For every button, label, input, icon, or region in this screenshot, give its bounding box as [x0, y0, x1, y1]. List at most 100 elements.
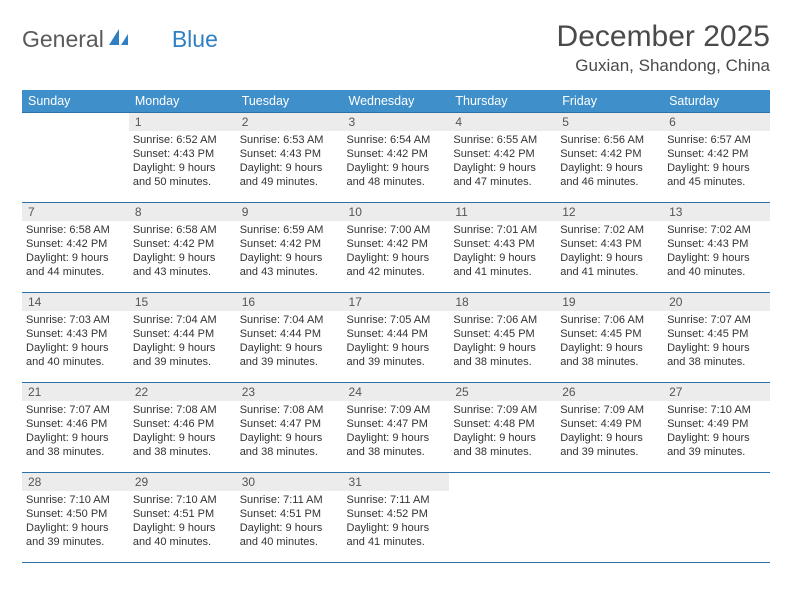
daylight-text: Daylight: 9 hours and 45 minutes.	[667, 162, 750, 188]
day-number: 10	[343, 203, 450, 221]
sunset-text: Sunset: 4:42 PM	[133, 238, 214, 250]
calendar-body: 1Sunrise: 6:52 AMSunset: 4:43 PMDaylight…	[22, 113, 770, 563]
calendar-day-cell: 23Sunrise: 7:08 AMSunset: 4:47 PMDayligh…	[236, 383, 343, 473]
daylight-text: Daylight: 9 hours and 39 minutes.	[26, 522, 109, 548]
day-number: 13	[663, 203, 770, 221]
sunrise-text: Sunrise: 6:55 AM	[453, 134, 537, 146]
weekday-header: Friday	[556, 90, 663, 113]
day-number: 21	[22, 383, 129, 401]
calendar-day-cell: 3Sunrise: 6:54 AMSunset: 4:42 PMDaylight…	[343, 113, 450, 203]
day-details: Sunrise: 7:07 AM Sunset: 4:45 PM Daylight:…	[663, 311, 770, 373]
daylight-text: Daylight: 9 hours and 40 minutes.	[133, 522, 216, 548]
day-number: 18	[449, 293, 556, 311]
daylight-text: Daylight: 9 hours and 38 minutes.	[26, 432, 109, 458]
daylight-text: Daylight: 9 hours and 39 minutes.	[133, 342, 216, 368]
calendar-day-cell: 12Sunrise: 7:02 AMSunset: 4:43 PMDayligh…	[556, 203, 663, 293]
daylight-text: Daylight: 9 hours and 50 minutes.	[133, 162, 216, 188]
daylight-text: Daylight: 9 hours and 38 minutes.	[453, 432, 536, 458]
sunset-text: Sunset: 4:43 PM	[560, 238, 641, 250]
sunset-text: Sunset: 4:49 PM	[667, 418, 748, 430]
sunset-text: Sunset: 4:43 PM	[133, 148, 214, 160]
calendar-day-cell: 18Sunrise: 7:06 AMSunset: 4:45 PMDayligh…	[449, 293, 556, 383]
day-details: Sunrise: 7:06 AMSunset: 4:45 PMDaylight:…	[449, 311, 556, 373]
sunset-text: Sunset: 4:47 PM	[240, 418, 321, 430]
calendar-day-cell: 4Sunrise: 6:55 AMSunset: 4:42 PMDaylight…	[449, 113, 556, 203]
calendar-week-row: 7Sunrise: 6:58 AMSunset: 4:42 PMDaylight…	[22, 203, 770, 293]
calendar-day-cell: 29Sunrise: 7:10 AMSunset: 4:51 PMDayligh…	[129, 473, 236, 563]
day-number: 22	[129, 383, 236, 401]
sunrise-text: Sunrise: 7:07 AM	[667, 314, 751, 326]
day-number: 9	[236, 203, 343, 221]
day-details: Sunrise: 7:09 AMSunset: 4:47 PMDaylight:…	[343, 401, 450, 463]
weekday-header: Wednesday	[343, 90, 450, 113]
calendar-day-cell: 16Sunrise: 7:04 AMSunset: 4:44 PMDayligh…	[236, 293, 343, 383]
day-number: 15	[129, 293, 236, 311]
logo: General Blue	[22, 20, 218, 53]
sunset-text: Sunset: 4:45 PM	[667, 328, 748, 340]
sunset-text: Sunset: 4:49 PM	[560, 418, 641, 430]
calendar-day-cell: 19Sunrise: 7:06 AMSunset: 4:45 PMDayligh…	[556, 293, 663, 383]
day-number: 14	[22, 293, 129, 311]
sunrise-text: Sunrise: 6:57 AM	[667, 134, 751, 146]
sunrise-text: Sunrise: 6:59 AM	[240, 224, 324, 236]
day-details: Sunrise: 6:59 AMSunset: 4:42 PMDaylight:…	[236, 221, 343, 283]
calendar-day-cell: 5Sunrise: 6:56 AMSunset: 4:42 PMDaylight…	[556, 113, 663, 203]
day-details: Sunrise: 6:57 AMSunset: 4:42 PMDaylight:…	[663, 131, 770, 193]
day-number: 2	[236, 113, 343, 131]
sunset-text: Sunset: 4:42 PM	[26, 238, 107, 250]
daylight-text: Daylight: 9 hours and 41 minutes.	[347, 522, 430, 548]
day-number: 29	[129, 473, 236, 491]
calendar-day-cell: 25Sunrise: 7:09 AMSunset: 4:48 PMDayligh…	[449, 383, 556, 473]
sunrise-text: Sunrise: 7:08 AM	[240, 404, 324, 416]
day-details: Sunrise: 7:05 AMSunset: 4:44 PMDaylight:…	[343, 311, 450, 373]
day-details: Sunrise: 6:58 AMSunset: 4:42 PMDaylight:…	[129, 221, 236, 283]
logo-text-general: General	[22, 26, 104, 53]
sunrise-text: Sunrise: 7:07 AM	[26, 404, 110, 416]
day-number: 17	[343, 293, 450, 311]
sunrise-text: Sunrise: 6:58 AM	[26, 224, 110, 236]
calendar-day-cell: 9Sunrise: 6:59 AMSunset: 4:42 PMDaylight…	[236, 203, 343, 293]
day-details: Sunrise: 7:08 AM Sunset: 4:47 PM Daylight:…	[236, 401, 343, 463]
sunset-text: Sunset: 4:43 PM	[26, 328, 107, 340]
sunset-text: Sunset: 4:51 PM	[240, 508, 321, 520]
day-details: Sunrise: 7:10 AMSunset: 4:51 PMDaylight:…	[129, 491, 236, 553]
sunrise-text: Sunrise: 7:06 AM	[560, 314, 644, 326]
daylight-text: Daylight: 9 hours and 40 minutes.	[26, 342, 109, 368]
month-title: December 2025	[557, 20, 770, 54]
day-details: Sunrise: 7:07 AMSunset: 4:46 PMDaylight:…	[22, 401, 129, 463]
calendar-day-cell: 14Sunrise: 7:03 AMSunset: 4:43 PMDayligh…	[22, 293, 129, 383]
day-number: 3	[343, 113, 450, 131]
day-number: 26	[556, 383, 663, 401]
day-details: Sunrise: 7:02 AMSunset: 4:43 PMDaylight:…	[663, 221, 770, 283]
daylight-text: Daylight: 9 hours and 38 minutes.	[667, 342, 750, 368]
calendar-day-cell: 6Sunrise: 6:57 AMSunset: 4:42 PMDaylight…	[663, 113, 770, 203]
sunset-text: Sunset: 4:46 PM	[133, 418, 214, 430]
daylight-text: Daylight: 9 hours and 38 minutes.	[240, 432, 323, 458]
sunrise-text: Sunrise: 7:00 AM	[347, 224, 431, 236]
day-number: 19	[556, 293, 663, 311]
calendar-day-cell: 7Sunrise: 6:58 AMSunset: 4:42 PMDaylight…	[22, 203, 129, 293]
sunrise-text: Sunrise: 7:10 AM	[26, 494, 110, 506]
calendar-day-cell: 22Sunrise: 7:08 AMSunset: 4:46 PMDayligh…	[129, 383, 236, 473]
sunrise-text: Sunrise: 7:01 AM	[453, 224, 537, 236]
day-number: 8	[129, 203, 236, 221]
day-number: 20	[663, 293, 770, 311]
daylight-text: Daylight: 9 hours and 38 minutes.	[453, 342, 536, 368]
calendar-day-cell: 15Sunrise: 7:04 AMSunset: 4:44 PMDayligh…	[129, 293, 236, 383]
calendar-day-cell: 2Sunrise: 6:53 AMSunset: 4:43 PMDaylight…	[236, 113, 343, 203]
sunrise-text: Sunrise: 6:53 AM	[240, 134, 324, 146]
day-number: 31	[343, 473, 450, 491]
calendar-day-cell: 27Sunrise: 7:10 AMSunset: 4:49 PMDayligh…	[663, 383, 770, 473]
day-details: Sunrise: 7:11 AMSunset: 4:52 PMDaylight:…	[343, 491, 450, 553]
daylight-text: Daylight: 9 hours and 44 minutes.	[26, 252, 109, 278]
daylight-text: Daylight: 9 hours and 38 minutes.	[347, 432, 430, 458]
calendar-week-row: 14Sunrise: 7:03 AMSunset: 4:43 PMDayligh…	[22, 293, 770, 383]
sunrise-text: Sunrise: 7:08 AM	[133, 404, 217, 416]
sunset-text: Sunset: 4:44 PM	[240, 328, 321, 340]
daylight-text: Daylight: 9 hours and 47 minutes.	[453, 162, 536, 188]
daylight-text: Daylight: 9 hours and 41 minutes.	[560, 252, 643, 278]
daylight-text: Daylight: 9 hours and 49 minutes.	[240, 162, 323, 188]
sunrise-text: Sunrise: 7:09 AM	[560, 404, 644, 416]
sunset-text: Sunset: 4:47 PM	[347, 418, 428, 430]
calendar-day-cell: 11Sunrise: 7:01 AMSunset: 4:43 PMDayligh…	[449, 203, 556, 293]
